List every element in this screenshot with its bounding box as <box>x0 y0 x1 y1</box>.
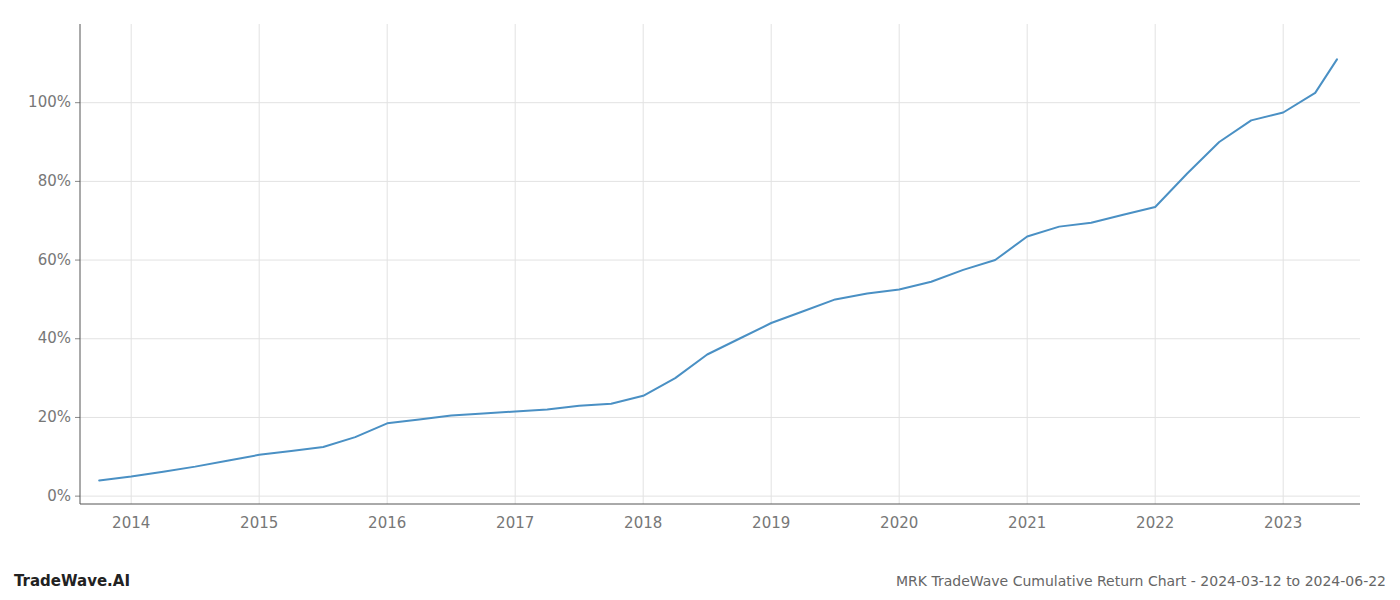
line <box>99 59 1337 480</box>
y-grid-line <box>80 181 1360 182</box>
y-tick <box>75 260 80 261</box>
x-grid-line <box>515 24 516 504</box>
x-grid-line <box>771 24 772 504</box>
x-tick-label: 2020 <box>880 514 918 532</box>
y-tick-label: 20% <box>38 408 71 426</box>
x-grid-line <box>1155 24 1156 504</box>
x-tick-label: 2016 <box>368 514 406 532</box>
x-tick-label: 2019 <box>752 514 790 532</box>
x-tick-label: 2021 <box>1008 514 1046 532</box>
x-axis: 2014 2015 2016 2017 2018 2019 2020 2021 2022 2023 <box>80 504 1360 532</box>
chart: 0%20%40%60%80%100%2014201520162017201820… <box>0 0 1400 600</box>
y-tick <box>75 338 80 339</box>
y-tick-label: 100% <box>28 93 71 111</box>
y-grid-line <box>80 260 1360 261</box>
x-grid-line <box>899 24 900 504</box>
x-grid-line <box>131 24 132 504</box>
y-grid-line <box>80 496 1360 497</box>
x-axis-line <box>80 504 1360 505</box>
y-tick-label: 40% <box>38 329 71 347</box>
x-tick-label: 2017 <box>496 514 534 532</box>
x-grid-line <box>387 24 388 504</box>
y-tick-label: 0% <box>47 487 71 505</box>
y-grid-line <box>80 338 1360 339</box>
x-tick-label: 2018 <box>624 514 662 532</box>
y-grid-line <box>80 417 1360 418</box>
x-grid-line <box>259 24 260 504</box>
x-tick-label: 2015 <box>240 514 278 532</box>
y-tick <box>75 417 80 418</box>
x-grid-line <box>643 24 644 504</box>
y-tick <box>75 102 80 103</box>
watermark: TradeWave.AI <box>14 572 130 590</box>
x-grid-line <box>1027 24 1028 504</box>
x-grid-line <box>1283 24 1284 504</box>
x-tick-label: 2022 <box>1136 514 1174 532</box>
grid <box>80 24 1360 504</box>
x-tick-label: 2014 <box>112 514 150 532</box>
y-grid-line <box>80 102 1360 103</box>
y-tick <box>75 496 80 497</box>
y-tick <box>75 181 80 182</box>
x-tick-label: 2023 <box>1264 514 1302 532</box>
title: MRK TradeWave Cumulative Return Chart - … <box>896 573 1386 589</box>
y-tick-label: 80% <box>38 172 71 190</box>
y-tick-label: 60% <box>38 251 71 269</box>
plot-area <box>99 59 1337 480</box>
page: {"chart_data": {"type": "line", "title":… <box>0 0 1400 600</box>
y-axis: 0% 20% 40% 60% 80% 100% <box>28 24 80 505</box>
y-axis-line <box>80 24 81 504</box>
